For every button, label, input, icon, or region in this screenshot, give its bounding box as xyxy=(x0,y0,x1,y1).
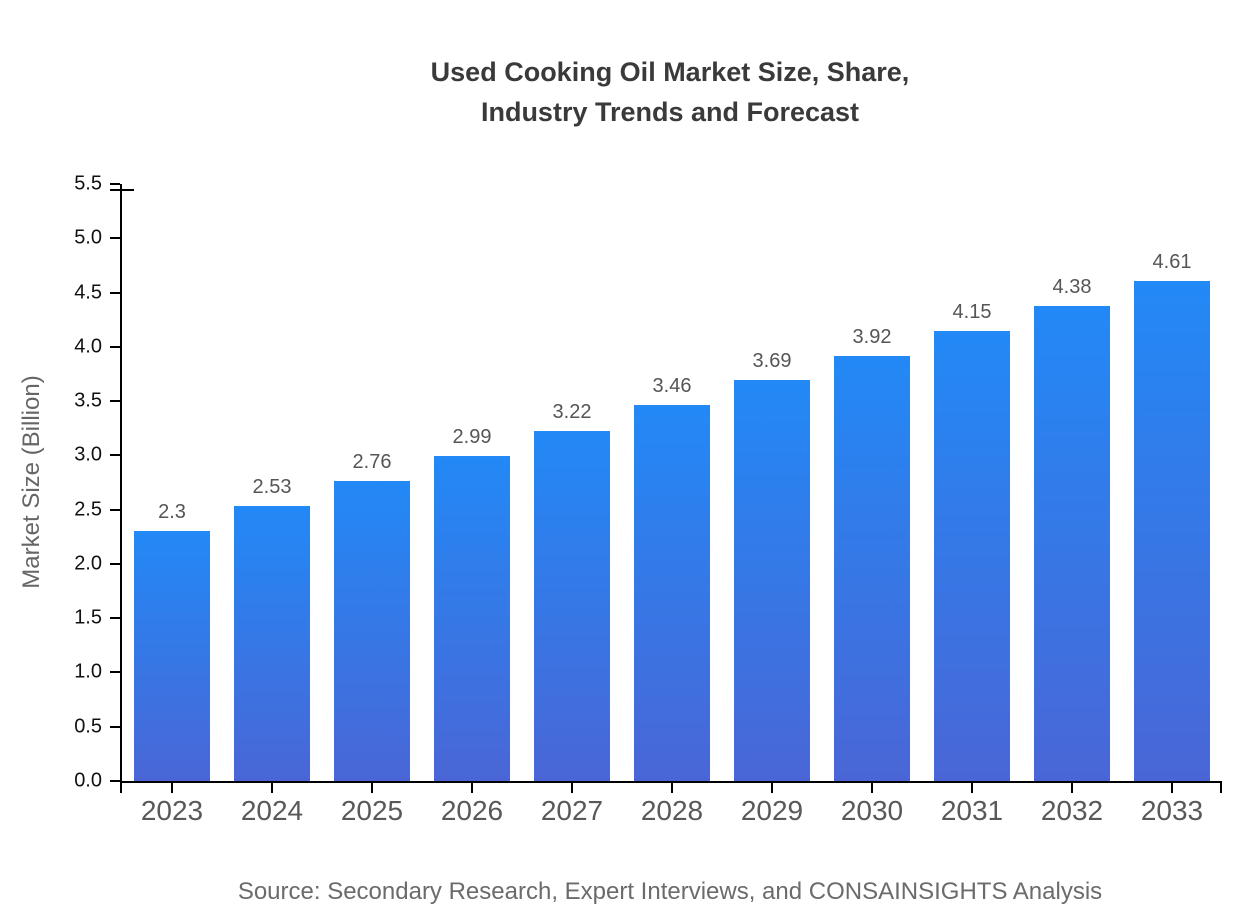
bar-value-label: 3.46 xyxy=(652,375,692,397)
bar-value-label: 3.22 xyxy=(552,401,592,423)
y-tick-mark xyxy=(110,617,120,620)
y-tick-label: 3.0 xyxy=(74,443,102,466)
y-axis-title: Market Size (Billion) xyxy=(18,375,45,589)
bar xyxy=(734,380,810,781)
bar-group: 2.3 2023 xyxy=(122,184,222,826)
chart-title-line2: Industry Trends and Forecast xyxy=(480,97,860,127)
bar xyxy=(334,481,410,781)
bar xyxy=(934,331,1010,781)
bar xyxy=(1034,306,1110,781)
x-axis-end-tick-right xyxy=(1220,783,1222,793)
x-axis-tick xyxy=(571,783,573,793)
y-tick-label: 0.5 xyxy=(74,715,102,738)
x-axis-label: 2029 xyxy=(740,795,804,826)
x-axis-label: 2028 xyxy=(640,795,704,826)
y-tick-label: 2.5 xyxy=(74,498,102,521)
bar-group: 2.76 2025 xyxy=(322,184,422,826)
bar-group: 3.46 2028 xyxy=(622,184,722,826)
x-axis-tick xyxy=(871,783,873,793)
x-axis-label: 2030 xyxy=(840,795,904,826)
bar-value-label: 4.38 xyxy=(1052,276,1092,298)
y-tick-mark xyxy=(110,291,120,294)
x-axis-tick xyxy=(671,783,673,793)
bar xyxy=(1134,281,1210,781)
bar xyxy=(534,431,610,781)
y-tick-label: 4.5 xyxy=(74,281,102,304)
bar-group: 4.15 2031 xyxy=(922,184,1022,826)
bar xyxy=(634,405,710,781)
y-axis-top-cap xyxy=(110,189,134,191)
source-note: Source: Secondary Research, Expert Inter… xyxy=(237,878,1103,905)
x-axis-tick xyxy=(1071,783,1073,793)
bar xyxy=(234,506,310,781)
y-tick-label: 5.5 xyxy=(74,172,102,195)
bar-group: 3.92 2030 xyxy=(822,184,922,826)
bars-container: 2.3 2023 2.53 2024 2.76 2025 2.99 2026 3.22 2027 3… xyxy=(122,184,1222,826)
y-tick-mark xyxy=(110,400,120,403)
x-axis-tick xyxy=(271,783,273,793)
y-tick-label: 5.0 xyxy=(74,226,102,249)
bar-group: 4.61 2033 xyxy=(1122,184,1222,826)
bar-value-label: 4.61 xyxy=(1152,251,1192,273)
bar xyxy=(834,356,910,781)
y-tick-mark xyxy=(110,237,120,240)
bar-value-label: 2.3 xyxy=(158,501,186,523)
y-tick-mark xyxy=(110,183,120,185)
bar-group: 4.38 2032 xyxy=(1022,184,1122,826)
bar-value-label: 3.92 xyxy=(852,326,892,348)
bar-value-label: 2.53 xyxy=(252,476,292,498)
y-tick-mark xyxy=(110,454,120,457)
chart-title: Used Cooking Oil Market Size, Share, Ind… xyxy=(120,52,1220,132)
x-axis-tick xyxy=(171,783,173,793)
y-tick-label: 2.0 xyxy=(74,552,102,575)
x-axis-label: 2024 xyxy=(240,795,304,826)
y-tick-mark xyxy=(110,671,120,674)
x-axis-label: 2031 xyxy=(940,795,1004,826)
bar xyxy=(434,456,510,781)
y-tick-mark xyxy=(110,508,120,511)
plot-area: 0.0 0.5 1.0 1.5 2.0 2.5 3.0 3.5 4.0 4.5 5.0 5.5 2.3… xyxy=(74,173,1222,826)
bar xyxy=(134,531,210,781)
x-axis-label: 2032 xyxy=(1040,795,1104,826)
x-axis-label: 2026 xyxy=(440,795,504,826)
x-axis-label: 2023 xyxy=(140,795,204,826)
x-axis-end-tick-left xyxy=(120,783,122,793)
y-tick-mark xyxy=(110,345,120,348)
y-tick-label: 3.5 xyxy=(74,389,102,412)
x-axis-tick xyxy=(1171,783,1173,793)
y-tick-mark xyxy=(110,725,120,728)
bar-group: 2.53 2024 xyxy=(222,184,322,826)
x-axis-label: 2027 xyxy=(540,795,604,826)
x-axis-label: 2033 xyxy=(1140,795,1204,826)
bar-group: 3.69 2029 xyxy=(722,184,822,826)
y-tick-mark xyxy=(110,780,120,782)
y-tick-label: 1.0 xyxy=(74,660,102,683)
bar-group: 3.22 2027 xyxy=(522,184,622,826)
bar-value-label: 3.69 xyxy=(752,350,792,372)
bar-value-label: 2.76 xyxy=(352,451,392,473)
y-tick-label: 0.0 xyxy=(74,769,102,792)
y-tick-mark xyxy=(110,562,120,565)
x-axis-tick xyxy=(771,783,773,793)
chart-title-line1: Used Cooking Oil Market Size, Share, xyxy=(430,57,910,87)
y-tick-label: 1.5 xyxy=(74,606,102,629)
x-axis-tick xyxy=(371,783,373,793)
x-axis-tick xyxy=(471,783,473,793)
y-tick-label: 4.0 xyxy=(74,335,102,358)
x-axis-label: 2025 xyxy=(340,795,404,826)
bar-value-label: 2.99 xyxy=(452,426,492,448)
bar-group: 2.99 2026 xyxy=(422,184,522,826)
bar-value-label: 4.15 xyxy=(952,301,992,323)
x-axis-tick xyxy=(971,783,973,793)
